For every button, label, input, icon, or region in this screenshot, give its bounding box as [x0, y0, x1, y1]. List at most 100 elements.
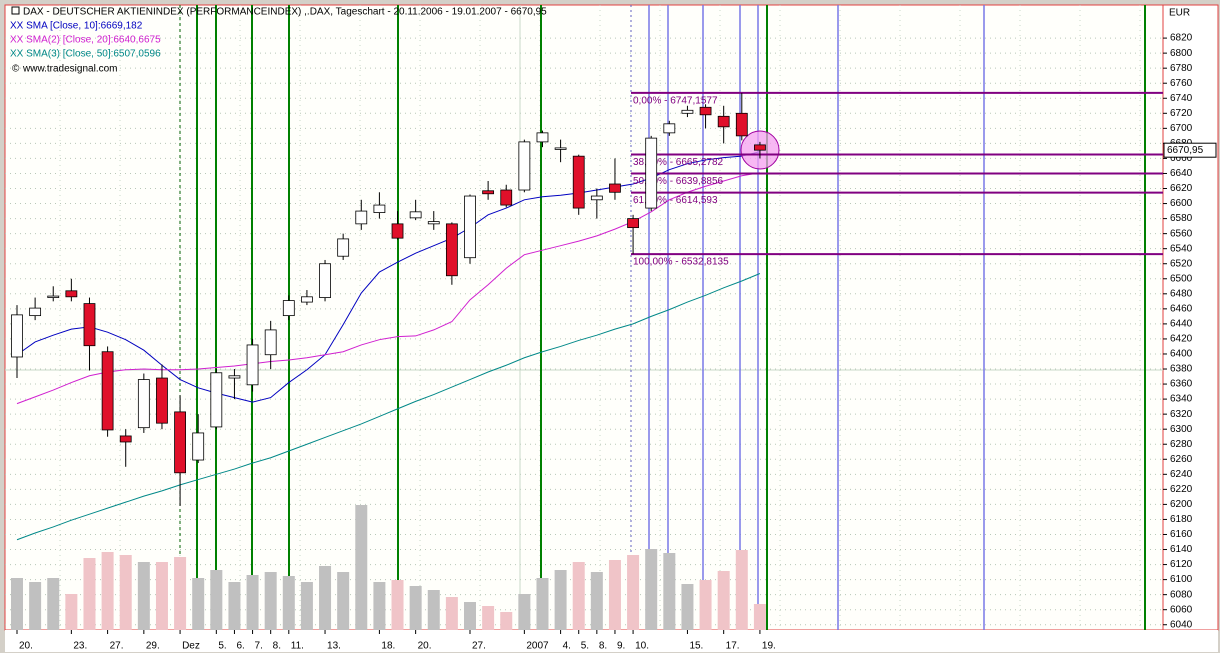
candle-body	[156, 377, 168, 424]
candle-body	[500, 189, 513, 206]
x-tick-label: 8.	[599, 641, 607, 652]
volume-bar	[29, 582, 42, 630]
candle-body	[228, 375, 241, 379]
y-tick-label: 6380	[1170, 364, 1193, 375]
candle-body	[735, 112, 748, 137]
candle-body	[29, 307, 42, 317]
candle-body	[337, 238, 350, 257]
volume-bar	[155, 562, 168, 630]
candle-body	[699, 106, 712, 116]
fib-label: 61,80% - 6614,593	[633, 195, 718, 206]
y-tick-label: 6160	[1170, 529, 1193, 540]
candle-body	[572, 155, 585, 209]
volume-bar	[753, 604, 766, 630]
x-tick-label: 4.	[563, 641, 571, 652]
x-tick-label: 17.	[726, 641, 740, 652]
x-tick-label: 15.	[689, 641, 703, 652]
volume-bar	[210, 570, 223, 630]
y-tick-label: 6460	[1170, 303, 1193, 314]
candle-body	[590, 195, 603, 201]
volume-bar	[246, 575, 259, 630]
x-tick-label: 5.	[581, 641, 589, 652]
volume-bar	[717, 571, 730, 630]
candle-body	[663, 123, 676, 134]
volume-bar	[101, 552, 114, 630]
volume-bar	[681, 584, 694, 630]
plot-area	[4, 4, 1164, 631]
x-tick-label: 10.	[635, 641, 649, 652]
y-tick-label: 6140	[1170, 544, 1193, 555]
candle-body	[47, 295, 60, 298]
legend-entry: XX SMA(2) [Close, 20]:6640,6675	[10, 35, 161, 46]
volume-bar	[500, 612, 513, 630]
candle-body	[391, 223, 404, 239]
candle-body	[464, 195, 476, 259]
volume-bar	[65, 594, 78, 630]
fib-label: 38,20% - 6665,2782	[633, 157, 724, 168]
y-tick-label: 6100	[1170, 574, 1193, 585]
y-tick-label: 6800	[1170, 48, 1193, 59]
candle-body	[264, 329, 277, 356]
candle-body	[83, 303, 96, 347]
y-tick-label: 6820	[1170, 33, 1193, 44]
volume-bar	[391, 580, 404, 630]
candle-body	[319, 263, 331, 298]
candle-body	[609, 183, 621, 193]
last-price-label: 6670,95	[1167, 145, 1204, 156]
x-tick-label: 7.	[255, 641, 263, 652]
volume-layer	[11, 505, 766, 630]
y-tick-label: 6060	[1170, 604, 1193, 615]
fib-label: 50,00% - 6639,8856	[633, 176, 724, 187]
cycle-lines	[5, 5, 1163, 630]
candle-body	[518, 141, 531, 191]
volume-bar	[482, 606, 495, 630]
x-tick-label: 23.	[73, 641, 87, 652]
fib-label: 0,00% - 6747,1577	[633, 96, 718, 107]
volume-bar	[627, 555, 640, 630]
x-tick-label: 9.	[617, 641, 625, 652]
y-tick-label: 6280	[1170, 439, 1193, 450]
legend-icon	[11, 6, 20, 15]
volume-bar	[554, 570, 567, 630]
x-axis-area	[5, 630, 1218, 652]
legend-entry: XX SMA(3) [Close, 50]:6507,0596	[10, 49, 161, 60]
candle-body	[11, 314, 23, 358]
candle-body	[373, 204, 386, 213]
candle-body	[482, 190, 495, 195]
volume-bar	[518, 594, 531, 630]
volume-bar	[174, 557, 187, 630]
top-layer: 0,00% - 6747,1577 38,20% - 6665,2782 50,00…	[11, 91, 1163, 506]
volume-bar	[699, 580, 712, 630]
volume-bar	[645, 549, 658, 630]
candle-body	[445, 223, 458, 277]
volume-bar	[427, 590, 440, 630]
x-tick-label: 2007	[526, 641, 549, 652]
x-tick-label: 20.	[418, 641, 432, 652]
icon: ©	[12, 64, 20, 75]
volume-bar	[47, 578, 60, 630]
x-tick-label: 11.	[291, 641, 304, 652]
candle-body	[210, 372, 223, 428]
y-tick-label: 6500	[1170, 273, 1193, 284]
volume-bar	[119, 555, 132, 630]
y-tick-label: 6780	[1170, 63, 1193, 74]
volume-bar	[355, 505, 368, 630]
volume-bar	[735, 550, 748, 630]
volume-bar	[300, 582, 313, 630]
y-tick-label: 6520	[1170, 258, 1193, 269]
y-tick-label: 6540	[1170, 243, 1193, 254]
x-tick-label: 29.	[146, 641, 160, 652]
y-tick-label: 6180	[1170, 514, 1193, 525]
x-tick-label: 8.	[273, 641, 281, 652]
y-tick-label: 6400	[1170, 349, 1193, 360]
volume-bar	[83, 558, 96, 630]
candle-body	[754, 144, 766, 151]
x-tick-label: 19.	[762, 641, 776, 652]
y-tick-label: 6440	[1170, 319, 1193, 330]
fib-label: 100,00% - 6532,8135	[633, 257, 729, 268]
candle-body	[427, 221, 440, 225]
y-tick-label: 6420	[1170, 334, 1193, 345]
volume-bar	[319, 566, 332, 630]
y-tick-label: 6580	[1170, 213, 1193, 224]
